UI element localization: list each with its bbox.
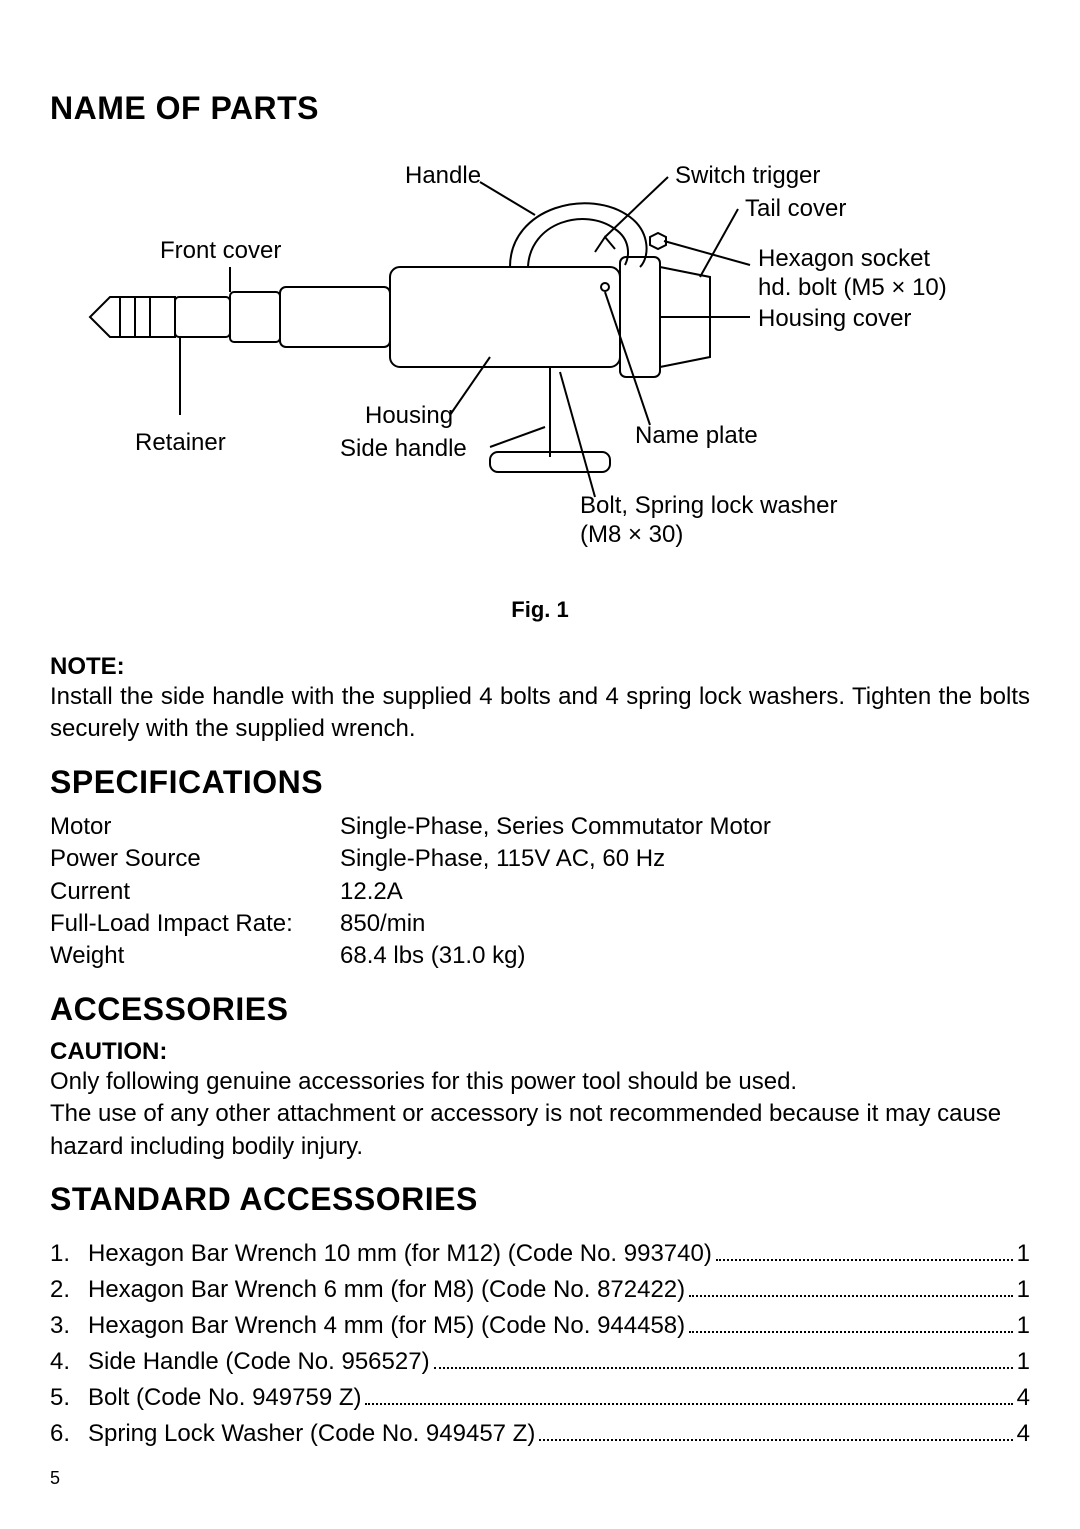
accessories-list: 1. Hexagon Bar Wrench 10 mm (for M12) (C… — [50, 1236, 1030, 1452]
section-accessories: ACCESSORIES — [50, 991, 1030, 1028]
label-housing-cover: Housing cover — [758, 305, 911, 334]
specs-table: Motor Single-Phase, Series Commutator Mo… — [50, 811, 1030, 973]
accessory-row: 1. Hexagon Bar Wrench 10 mm (for M12) (C… — [50, 1236, 1030, 1272]
label-front-cover: Front cover — [160, 237, 281, 266]
label-bolt-washer: Bolt, Spring lock washer (M8 × 30) — [580, 492, 837, 550]
parts-diagram-svg — [50, 137, 1030, 577]
accessory-row: 2. Hexagon Bar Wrench 6 mm (for M8) (Cod… — [50, 1272, 1030, 1308]
accessory-text: Spring Lock Washer (Code No. 949457 Z) — [88, 1416, 535, 1452]
accessory-qty: 4 — [1017, 1380, 1030, 1416]
accessory-qty: 1 — [1017, 1344, 1030, 1380]
caution-heading: CAUTION: — [50, 1038, 1030, 1066]
leader-dots — [539, 1439, 1012, 1441]
accessory-row: 3. Hexagon Bar Wrench 4 mm (for M5) (Cod… — [50, 1308, 1030, 1344]
leader-dots — [716, 1259, 1013, 1261]
accessory-number: 2. — [50, 1272, 88, 1308]
spec-row: Motor Single-Phase, Series Commutator Mo… — [50, 811, 1030, 843]
accessory-row: 6. Spring Lock Washer (Code No. 949457 Z… — [50, 1416, 1030, 1452]
label-name-plate: Name plate — [635, 422, 758, 451]
label-side-handle: Side handle — [340, 435, 467, 464]
spec-value: 12.2A — [340, 876, 403, 908]
label-hex-socket: Hexagon socket hd. bolt (M5 × 10) — [758, 245, 947, 303]
accessory-row: 5. Bolt (Code No. 949759 Z) 4 — [50, 1380, 1030, 1416]
note-heading: NOTE: — [50, 653, 1030, 681]
spec-value: 68.4 lbs (31.0 kg) — [340, 940, 525, 972]
leader-dots — [434, 1367, 1013, 1369]
note-text: Install the side handle with the supplie… — [50, 681, 1030, 746]
leader-dots — [689, 1295, 1013, 1297]
accessory-text: Bolt (Code No. 949759 Z) — [88, 1380, 361, 1416]
spec-label: Full-Load Impact Rate: — [50, 908, 340, 940]
spec-value: Single-Phase, 115V AC, 60 Hz — [340, 843, 665, 875]
figure-caption: Fig. 1 — [50, 597, 1030, 623]
section-name-of-parts: NAME OF PARTS — [50, 90, 1030, 127]
spec-label: Power Source — [50, 843, 340, 875]
accessory-number: 4. — [50, 1344, 88, 1380]
section-standard-accessories: STANDARD ACCESSORIES — [50, 1181, 1030, 1218]
spec-row: Power Source Single-Phase, 115V AC, 60 H… — [50, 843, 1030, 875]
spec-label: Motor — [50, 811, 340, 843]
accessory-number: 6. — [50, 1416, 88, 1452]
accessory-qty: 1 — [1017, 1308, 1030, 1344]
accessory-number: 5. — [50, 1380, 88, 1416]
label-handle: Handle — [405, 162, 481, 191]
spec-row: Weight 68.4 lbs (31.0 kg) — [50, 940, 1030, 972]
spec-value: Single-Phase, Series Commutator Motor — [340, 811, 771, 843]
caution-text: Only following genuine accessories for t… — [50, 1066, 1030, 1163]
spec-row: Current 12.2A — [50, 876, 1030, 908]
leader-dots — [689, 1331, 1013, 1333]
accessory-text: Side Handle (Code No. 956527) — [88, 1344, 430, 1380]
spec-row: Full-Load Impact Rate: 850/min — [50, 908, 1030, 940]
label-housing: Housing — [365, 402, 453, 431]
accessory-text: Hexagon Bar Wrench 10 mm (for M12) (Code… — [88, 1236, 712, 1272]
label-tail-cover: Tail cover — [745, 195, 846, 224]
spec-label: Current — [50, 876, 340, 908]
accessory-number: 3. — [50, 1308, 88, 1344]
accessory-text: Hexagon Bar Wrench 4 mm (for M5) (Code N… — [88, 1308, 685, 1344]
label-switch-trigger: Switch trigger — [675, 162, 820, 191]
label-retainer: Retainer — [135, 429, 226, 458]
accessory-row: 4. Side Handle (Code No. 956527) 1 — [50, 1344, 1030, 1380]
figure-1: Handle Switch trigger Tail cover Front c… — [50, 137, 1030, 577]
page-number: 5 — [50, 1468, 60, 1489]
accessory-number: 1. — [50, 1236, 88, 1272]
accessory-qty: 1 — [1017, 1272, 1030, 1308]
accessory-qty: 1 — [1017, 1236, 1030, 1272]
spec-label: Weight — [50, 940, 340, 972]
section-specifications: SPECIFICATIONS — [50, 764, 1030, 801]
spec-value: 850/min — [340, 908, 425, 940]
leader-dots — [365, 1403, 1012, 1405]
accessory-text: Hexagon Bar Wrench 6 mm (for M8) (Code N… — [88, 1272, 685, 1308]
accessory-qty: 4 — [1017, 1416, 1030, 1452]
